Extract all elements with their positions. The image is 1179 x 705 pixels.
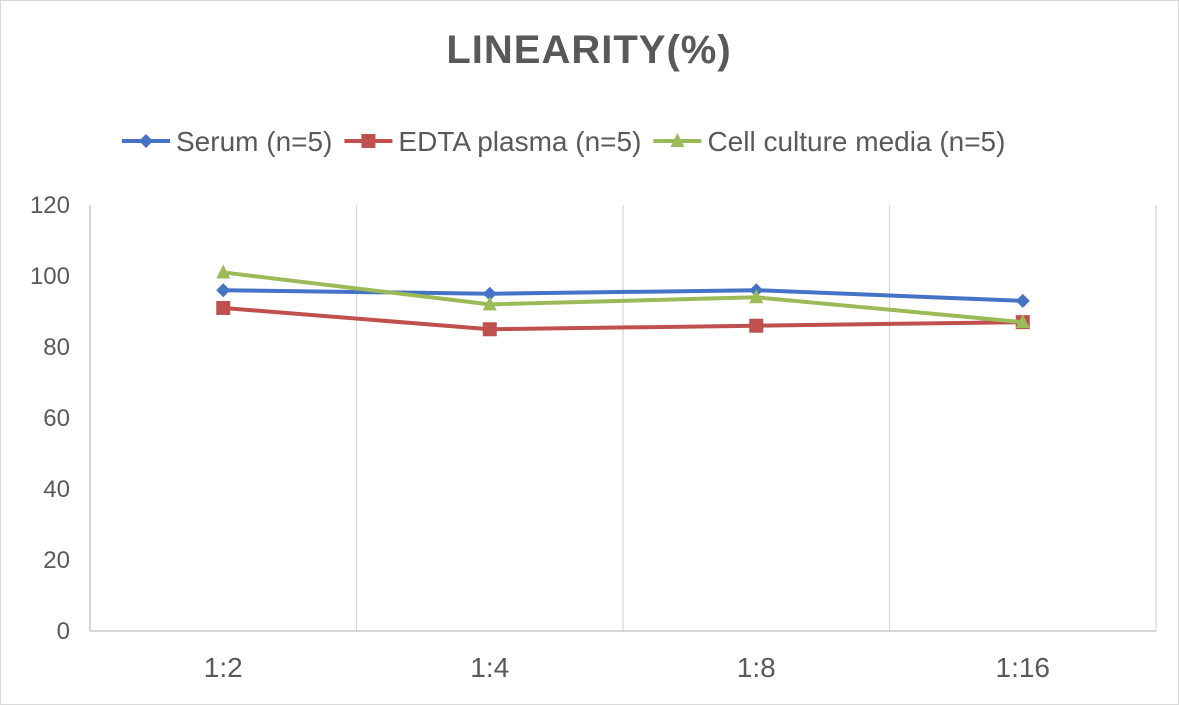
x-tick-label: 1:2 (204, 652, 243, 683)
legend-item: EDTA plasma (n=5) (344, 126, 641, 157)
y-tick-label: 80 (43, 334, 70, 361)
x-tick-label: 1:16 (996, 652, 1051, 683)
triangle-marker (749, 289, 764, 304)
x-axis: 1:2 1:4 1:8 1:16 (204, 652, 1050, 683)
legend-item: Cell culture media (n=5) (653, 126, 1005, 157)
grid (89, 205, 1157, 632)
y-tick-label: 60 (43, 405, 70, 432)
triangle-marker (216, 264, 231, 279)
diamond-marker (482, 286, 497, 301)
x-tick-label: 1:4 (470, 652, 509, 683)
y-tick-label: 0 (57, 618, 70, 645)
series-line (223, 288, 1023, 303)
legend-item: Serum (n=5) (122, 126, 332, 157)
triangle-marker (670, 133, 685, 147)
x-tick-label: 1:8 (737, 652, 776, 683)
legend-label: Cell culture media (n=5) (707, 126, 1005, 157)
square-marker (749, 318, 764, 333)
triangle-marker (482, 296, 497, 311)
square-marker (216, 300, 231, 315)
series-triangle (216, 264, 1030, 329)
square-marker (361, 134, 376, 148)
diamond-marker (216, 283, 231, 298)
y-tick-label: 120 (30, 192, 70, 219)
series-group (216, 264, 1030, 337)
legend-label: Serum (n=5) (176, 126, 332, 157)
y-tick-label: 20 (43, 547, 70, 574)
legend: Serum (n=5) EDTA plasma (n=5) Cell culture… (122, 126, 1005, 157)
series-line (223, 305, 1023, 332)
series-line (223, 270, 1023, 325)
triangle-marker (1015, 314, 1030, 329)
diamond-marker (139, 134, 153, 148)
diamond-marker (1015, 293, 1030, 308)
y-tick-label: 100 (30, 263, 70, 290)
chart-title: LINEARITY(%) (446, 28, 731, 72)
series-square (216, 300, 1030, 337)
y-tick-label: 40 (43, 476, 70, 503)
legend-label: EDTA plasma (n=5) (398, 126, 641, 157)
y-axis: 0 20 40 60 80 100 120 (30, 192, 70, 645)
square-marker (482, 322, 497, 337)
series-diamond (216, 283, 1030, 308)
